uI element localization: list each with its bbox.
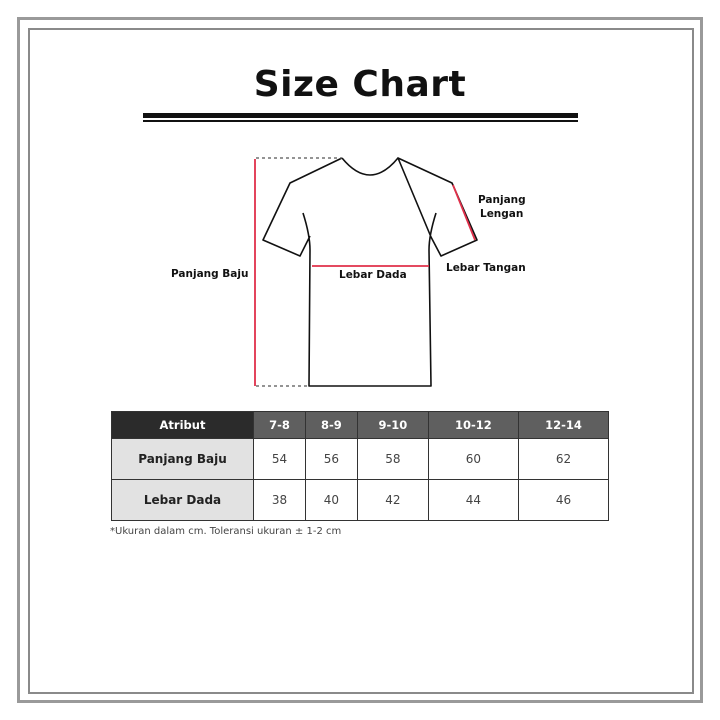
header-cell: 12-14 (517, 411, 610, 439)
table-cell: 46 (517, 479, 610, 521)
table-cell: 56 (304, 438, 358, 480)
row-label: Lebar Dada (111, 479, 254, 521)
label-lebar-dada: Lebar Dada (339, 269, 407, 281)
table-cell: 44 (427, 479, 519, 521)
size-table: Atribut 7-8 8-9 9-10 10-12 12-14 Panjang… (111, 411, 610, 521)
label-panjang-lengan-1: Panjang (478, 194, 526, 206)
title-divider-thick (143, 113, 578, 118)
outer-frame (17, 17, 703, 703)
table-cell: 62 (517, 438, 610, 480)
inner-frame (28, 28, 694, 694)
table-cell: 42 (356, 479, 429, 521)
label-panjang-baju: Panjang Baju (171, 268, 249, 280)
table-header-row: Atribut 7-8 8-9 9-10 10-12 12-14 (111, 411, 610, 439)
sleeve-measure-line (452, 184, 476, 241)
footnote: *Ukuran dalam cm. Toleransi ukuran ± 1-2… (110, 526, 342, 537)
table-cell: 58 (356, 438, 429, 480)
table-cell: 54 (253, 438, 306, 480)
label-panjang-lengan-2: Lengan (480, 208, 524, 220)
label-lebar-tangan: Lebar Tangan (446, 262, 526, 274)
table-cell: 40 (304, 479, 358, 521)
guide-dashes (256, 157, 342, 387)
row-label: Panjang Baju (111, 438, 254, 480)
table-row: Panjang Baju 54 56 58 60 62 (111, 438, 610, 480)
header-cell: Atribut (111, 411, 254, 439)
header-cell: 9-10 (356, 411, 429, 439)
header-cell: 10-12 (427, 411, 519, 439)
page-title: Size Chart (253, 64, 467, 105)
table-cell: 38 (253, 479, 306, 521)
measure-lines (254, 159, 476, 386)
table-row: Lebar Dada 38 40 42 44 46 (111, 479, 610, 521)
title-divider-thin (143, 120, 578, 122)
header-cell: 7-8 (253, 411, 306, 439)
header-cell: 8-9 (304, 411, 358, 439)
table-cell: 60 (427, 438, 519, 480)
